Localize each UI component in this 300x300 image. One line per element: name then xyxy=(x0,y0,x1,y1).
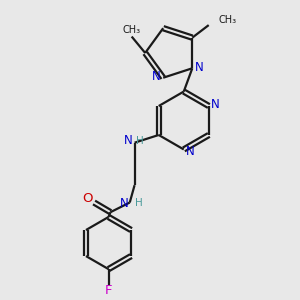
Text: N: N xyxy=(211,98,220,111)
Text: F: F xyxy=(105,284,112,297)
Text: N: N xyxy=(186,145,195,158)
Text: N: N xyxy=(195,61,203,74)
Text: CH₃: CH₃ xyxy=(123,25,141,35)
Text: N: N xyxy=(123,134,132,147)
Text: N: N xyxy=(120,197,128,210)
Text: H: H xyxy=(136,136,144,146)
Text: CH₃: CH₃ xyxy=(218,15,236,25)
Text: O: O xyxy=(82,192,92,205)
Text: H: H xyxy=(135,199,142,208)
Text: N: N xyxy=(152,70,161,83)
